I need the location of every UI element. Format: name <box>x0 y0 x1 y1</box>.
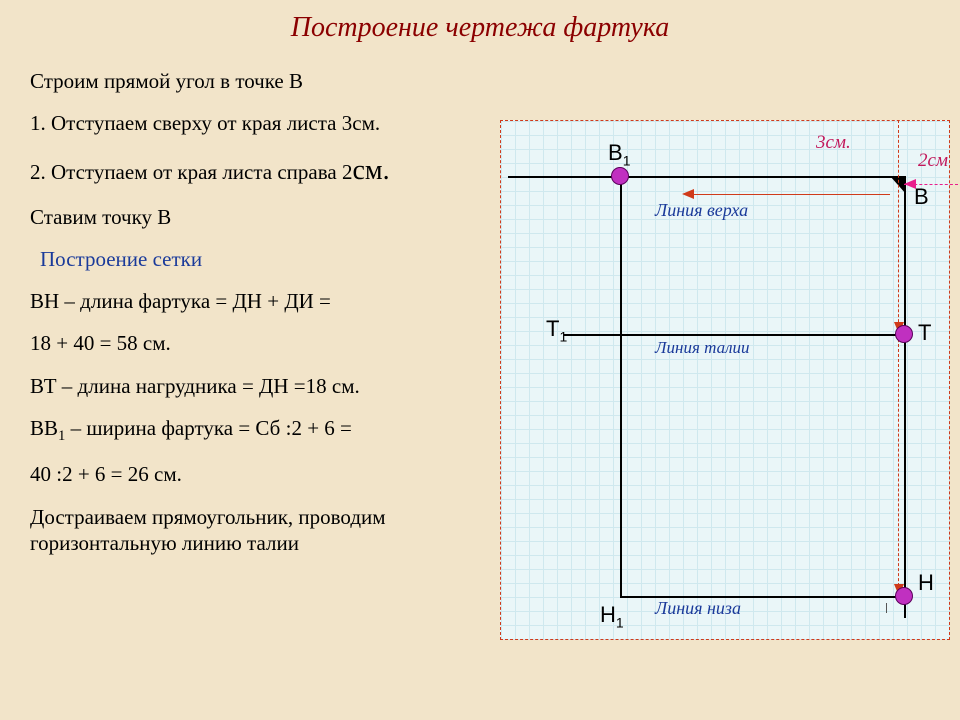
pt-dot-h <box>895 587 913 605</box>
instr-vt: ВТ – длина нагрудника = ДН =18 см. <box>30 373 480 399</box>
line-top <box>508 176 904 178</box>
label-waist-line: Линия талии <box>655 338 750 358</box>
line-right <box>904 176 906 618</box>
line-left <box>620 176 622 596</box>
guide-top-arrow <box>690 194 890 195</box>
pt-label-h: Н <box>918 570 934 596</box>
instr-vv1: ВВ1 – ширина фартука = Сб :2 + 6 = <box>30 415 480 446</box>
line-waist <box>564 334 904 336</box>
pt-label-h1: Н1 <box>600 602 624 630</box>
graph-paper <box>500 120 950 640</box>
guide-vertical <box>898 120 899 596</box>
pt-label-t: Т <box>918 320 931 346</box>
label-top-line: Линия верха <box>655 200 748 221</box>
pt-label-t1: Т1 <box>546 316 567 344</box>
instr-heading: Строим прямой угол в точке В <box>30 68 480 94</box>
pt-dot-t <box>895 325 913 343</box>
tick-h <box>886 603 887 613</box>
pt-label-b: В <box>914 184 929 210</box>
instr-grid-heading: Построение сетки <box>40 246 480 272</box>
arrow-left-top <box>682 189 694 199</box>
instr-place-point: Ставим точку В <box>30 204 480 230</box>
drawing-area: 3см. 2см Линия верха Линия талии Линия н… <box>500 120 948 638</box>
instr-vv1-calc: 40 :2 + 6 = 26 см. <box>30 461 480 487</box>
instr-vh-calc: 18 + 40 = 58 см. <box>30 330 480 356</box>
instr-rectangle: Достраиваем прямоугольник, проводим гори… <box>30 504 450 557</box>
instr-step-1: 1. Отступаем сверху от края листа 3см. <box>30 110 390 136</box>
page-title: Построение чертежа фартука <box>0 0 960 44</box>
label-bottom-line: Линия низа <box>655 598 741 619</box>
pt-dot-b1 <box>611 167 629 185</box>
instruction-panel: Строим прямой угол в точке В 1. Отступае… <box>30 60 480 572</box>
instr-vh: ВН – длина фартука = ДН + ДИ = <box>30 288 480 314</box>
pt-label-b1: В1 <box>608 140 630 168</box>
dim-2cm: 2см <box>918 150 948 172</box>
dim-3cm: 3см. <box>816 132 851 154</box>
instr-step-2: 2. Отступаем от края листа справа 2см. <box>30 153 410 188</box>
